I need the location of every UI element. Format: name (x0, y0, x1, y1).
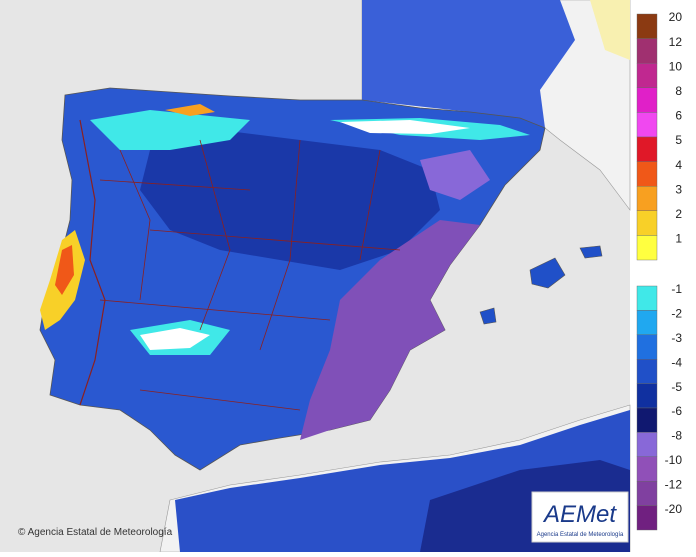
logo-subtitle: Agencia Estatal de Meteorología (537, 532, 624, 538)
legend-label: 6 (675, 109, 682, 123)
ebro-purple (420, 150, 490, 200)
legend-label: 4 (675, 158, 682, 172)
legend-swatch (636, 505, 658, 531)
map (0, 0, 631, 553)
legend-label: -3 (671, 331, 682, 345)
france-anomaly (362, 0, 575, 128)
legend-label: -12 (665, 477, 683, 491)
logo: AEMet Agencia Estatal de Meteorología (531, 491, 629, 543)
legend-swatch (636, 161, 658, 187)
legend-label: 2 (675, 207, 682, 221)
legend-swatch (636, 481, 658, 506)
legend-swatch (636, 285, 658, 311)
north-white (340, 120, 470, 134)
legend-label: -8 (671, 429, 682, 443)
legend-label: 20 (669, 10, 683, 24)
legend-label: -10 (665, 453, 683, 467)
logo-name: AEMet (542, 501, 617, 528)
legend-swatch (636, 13, 658, 39)
legend-swatch (636, 87, 658, 113)
legend-swatch (636, 407, 658, 433)
legend-swatch (636, 210, 658, 236)
west-hot (55, 245, 74, 295)
legend-label: 1 (675, 232, 682, 246)
north-cyan (90, 110, 250, 150)
legend-swatch (636, 136, 658, 162)
legend-swatch (636, 235, 658, 261)
legend-swatch (636, 456, 658, 482)
province-borders (99, 139, 401, 411)
legend-swatch (636, 112, 658, 138)
france-warm (590, 0, 630, 60)
legend-swatch (636, 359, 658, 384)
legend-label: -20 (665, 502, 683, 516)
legend-label: 8 (675, 84, 682, 98)
legend-label: -1 (671, 282, 682, 296)
legend-swatch (636, 383, 658, 409)
legend-label: -4 (671, 355, 682, 369)
portugal-border (79, 119, 106, 406)
south-white (140, 328, 210, 350)
legend-label: 3 (675, 182, 682, 196)
legend-label: 10 (669, 59, 683, 73)
legend-swatch (636, 38, 658, 64)
north-warm (165, 104, 215, 116)
legend-swatch (636, 63, 658, 89)
legend-label: -5 (671, 380, 682, 394)
logo-box (531, 491, 629, 543)
legend-swatch (636, 432, 658, 457)
legend: 20 12 10 8 6 5 4 3 2 1 -1 -2 -3 -4 -5 -6 -8 -10 -12 -20 (636, 10, 683, 531)
legend-label: -2 (671, 307, 682, 321)
menorca (579, 245, 603, 259)
legend-label: -6 (671, 404, 682, 418)
ibiza (479, 307, 497, 325)
legend-label: 12 (669, 35, 683, 49)
east-purple (300, 220, 480, 440)
copyright: © Agencia Estatal de Meteorología (18, 527, 173, 538)
mallorca (529, 257, 566, 289)
legend-swatch (636, 310, 658, 335)
legend-label: 5 (675, 133, 682, 147)
legend-swatch (636, 185, 658, 211)
legend-swatch (636, 334, 658, 360)
